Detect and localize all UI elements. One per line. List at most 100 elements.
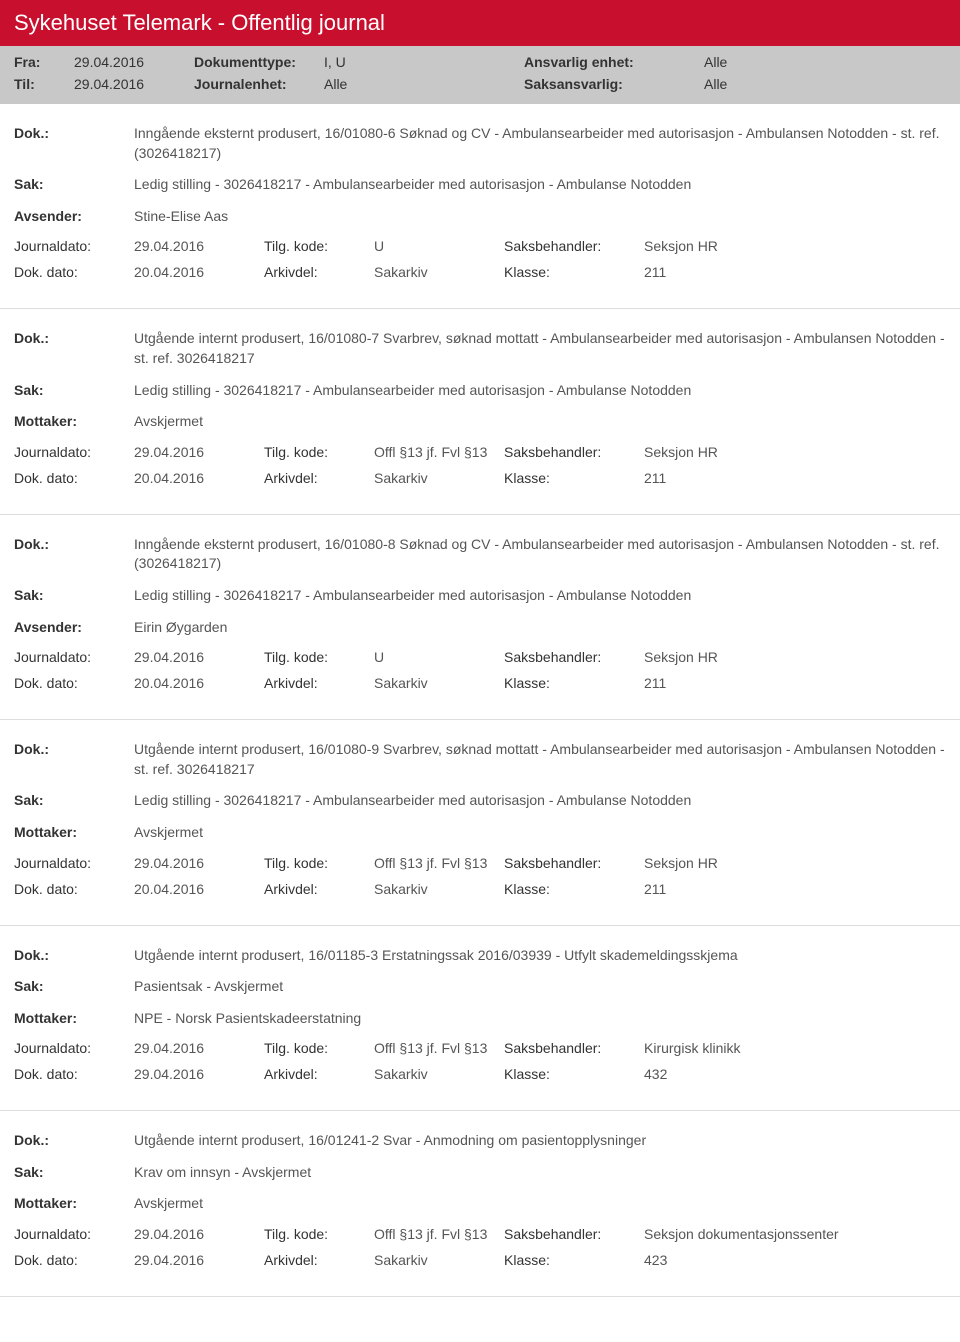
- tilgkode-value: Offl §13 jf. Fvl §13: [374, 444, 504, 460]
- saksbehandler-value: Seksjon HR: [644, 649, 844, 665]
- caseresp-label: Saksansvarlig:: [524, 76, 704, 92]
- journaldato-label: Journaldato:: [14, 649, 134, 665]
- tilgkode-value: Offl §13 jf. Fvl §13: [374, 855, 504, 871]
- sak-label: Sak:: [14, 1163, 134, 1183]
- party-value: Avskjermet: [134, 412, 946, 432]
- journaldato-value: 29.04.2016: [134, 649, 264, 665]
- arkivdel-label: Arkivdel:: [264, 1066, 374, 1082]
- klasse-label: Klasse:: [504, 264, 644, 280]
- journal-entry: Dok.: Inngående eksternt produsert, 16/0…: [0, 515, 960, 720]
- dok-value: Utgående internt produsert, 16/01080-9 S…: [134, 740, 946, 779]
- saksbehandler-label: Saksbehandler:: [504, 1040, 644, 1056]
- journaldato-label: Journaldato:: [14, 444, 134, 460]
- dok-value: Inngående eksternt produsert, 16/01080-6…: [134, 124, 946, 163]
- filter-bar: Fra: 29.04.2016 Dokumenttype: I, U Ansva…: [0, 46, 960, 104]
- arkivdel-label: Arkivdel:: [264, 470, 374, 486]
- journaldato-value: 29.04.2016: [134, 855, 264, 871]
- saksbehandler-label: Saksbehandler:: [504, 1226, 644, 1242]
- tilgkode-label: Tilg. kode:: [264, 855, 374, 871]
- klasse-label: Klasse:: [504, 1066, 644, 1082]
- tilgkode-label: Tilg. kode:: [264, 649, 374, 665]
- saksbehandler-label: Saksbehandler:: [504, 444, 644, 460]
- dokdato-label: Dok. dato:: [14, 881, 134, 897]
- entries-list: Dok.: Inngående eksternt produsert, 16/0…: [0, 104, 960, 1297]
- saksbehandler-value: Seksjon dokumentasjonssenter: [644, 1226, 844, 1242]
- journalunit-value: Alle: [324, 76, 524, 92]
- dokdato-label: Dok. dato:: [14, 264, 134, 280]
- journalunit-label: Journalenhet:: [194, 76, 324, 92]
- dokdato-value: 20.04.2016: [134, 675, 264, 691]
- party-label: Avsender:: [14, 207, 134, 227]
- party-label: Mottaker:: [14, 1009, 134, 1029]
- dokdato-value: 20.04.2016: [134, 881, 264, 897]
- journaldato-value: 29.04.2016: [134, 444, 264, 460]
- arkivdel-label: Arkivdel:: [264, 881, 374, 897]
- arkivdel-label: Arkivdel:: [264, 264, 374, 280]
- saksbehandler-value: Kirurgisk klinikk: [644, 1040, 844, 1056]
- journaldato-label: Journaldato:: [14, 1226, 134, 1242]
- saksbehandler-label: Saksbehandler:: [504, 855, 644, 871]
- tilgkode-label: Tilg. kode:: [264, 1040, 374, 1056]
- klasse-label: Klasse:: [504, 1252, 644, 1268]
- party-value: Stine-Elise Aas: [134, 207, 946, 227]
- sak-label: Sak:: [14, 586, 134, 606]
- dokdato-value: 20.04.2016: [134, 264, 264, 280]
- dok-label: Dok.:: [14, 740, 134, 779]
- page-title: Sykehuset Telemark - Offentlig journal: [0, 0, 960, 46]
- dokdato-value: 20.04.2016: [134, 470, 264, 486]
- tilgkode-value: Offl §13 jf. Fvl §13: [374, 1040, 504, 1056]
- party-label: Avsender:: [14, 618, 134, 638]
- dok-label: Dok.:: [14, 946, 134, 966]
- dok-value: Utgående internt produsert, 16/01185-3 E…: [134, 946, 946, 966]
- doctype-value: I, U: [324, 54, 524, 70]
- sak-value: Ledig stilling - 3026418217 - Ambulansea…: [134, 175, 946, 195]
- unit-label: Ansvarlig enhet:: [524, 54, 704, 70]
- arkivdel-value: Sakarkiv: [374, 1252, 504, 1268]
- dokdato-value: 29.04.2016: [134, 1066, 264, 1082]
- dok-label: Dok.:: [14, 535, 134, 574]
- dokdato-label: Dok. dato:: [14, 470, 134, 486]
- dokdato-label: Dok. dato:: [14, 1252, 134, 1268]
- klasse-value: 211: [644, 470, 844, 486]
- caseresp-value: Alle: [704, 76, 824, 92]
- sak-value: Krav om innsyn - Avskjermet: [134, 1163, 946, 1183]
- saksbehandler-label: Saksbehandler:: [504, 649, 644, 665]
- arkivdel-value: Sakarkiv: [374, 881, 504, 897]
- klasse-value: 423: [644, 1252, 844, 1268]
- party-value: Eirin Øygarden: [134, 618, 946, 638]
- tilgkode-label: Tilg. kode:: [264, 444, 374, 460]
- arkivdel-value: Sakarkiv: [374, 264, 504, 280]
- unit-value: Alle: [704, 54, 824, 70]
- journaldato-value: 29.04.2016: [134, 1226, 264, 1242]
- klasse-value: 211: [644, 675, 844, 691]
- sak-value: Pasientsak - Avskjermet: [134, 977, 946, 997]
- tilgkode-label: Tilg. kode:: [264, 238, 374, 254]
- to-label: Til:: [14, 76, 74, 92]
- sak-label: Sak:: [14, 977, 134, 997]
- sak-value: Ledig stilling - 3026418217 - Ambulansea…: [134, 381, 946, 401]
- tilgkode-value: Offl §13 jf. Fvl §13: [374, 1226, 504, 1242]
- journaldato-label: Journaldato:: [14, 238, 134, 254]
- party-label: Mottaker:: [14, 823, 134, 843]
- tilgkode-value: U: [374, 238, 504, 254]
- klasse-value: 432: [644, 1066, 844, 1082]
- sak-label: Sak:: [14, 791, 134, 811]
- sak-label: Sak:: [14, 381, 134, 401]
- journal-entry: Dok.: Inngående eksternt produsert, 16/0…: [0, 104, 960, 309]
- journaldato-label: Journaldato:: [14, 855, 134, 871]
- dokdato-value: 29.04.2016: [134, 1252, 264, 1268]
- arkivdel-label: Arkivdel:: [264, 675, 374, 691]
- arkivdel-value: Sakarkiv: [374, 1066, 504, 1082]
- klasse-label: Klasse:: [504, 675, 644, 691]
- doctype-label: Dokumenttype:: [194, 54, 324, 70]
- journal-entry: Dok.: Utgående internt produsert, 16/010…: [0, 720, 960, 925]
- klasse-value: 211: [644, 881, 844, 897]
- to-value: 29.04.2016: [74, 76, 194, 92]
- arkivdel-value: Sakarkiv: [374, 470, 504, 486]
- journal-entry: Dok.: Utgående internt produsert, 16/010…: [0, 309, 960, 514]
- dokdato-label: Dok. dato:: [14, 675, 134, 691]
- dok-value: Utgående internt produsert, 16/01080-7 S…: [134, 329, 946, 368]
- dok-label: Dok.:: [14, 329, 134, 368]
- dok-label: Dok.:: [14, 1131, 134, 1151]
- journaldato-value: 29.04.2016: [134, 1040, 264, 1056]
